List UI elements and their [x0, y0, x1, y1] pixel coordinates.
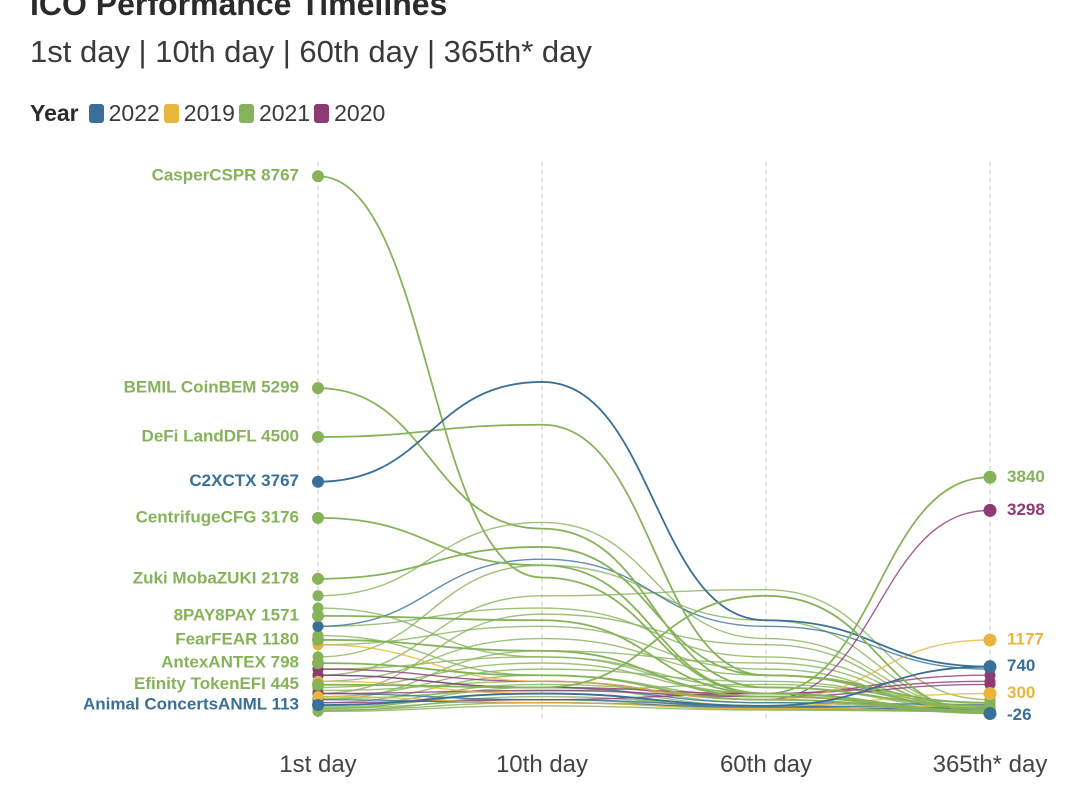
left-label-5: Zuki MobaZUKI 2178: [133, 568, 299, 587]
series-line-bg-23: [317, 558, 991, 670]
left-label-2: DeFi LandDFL 4500: [142, 426, 299, 445]
right-point-3: [983, 660, 997, 674]
legend-swatch-2020: [314, 103, 330, 123]
x-tick-label-3: 365th* day: [933, 751, 1048, 778]
right-label-0: 3840: [1007, 467, 1045, 486]
left-point-4: [312, 511, 324, 524]
right-label-5: -26: [1007, 705, 1032, 724]
legend-label-2021: 2021: [258, 99, 311, 126]
series-line-2: [317, 423, 991, 704]
highlighted-series: [317, 175, 991, 715]
legend-label-2019: 2019: [183, 99, 235, 126]
left-label-9: Efinity TokenEFI 445: [134, 674, 299, 693]
series-line-6: [317, 615, 991, 712]
x-tick-label-2: 60th day: [720, 751, 812, 778]
legend-label-2022: 2022: [108, 99, 160, 126]
series-line-1: [317, 387, 991, 707]
chart-title: ICO Performance Timelines: [30, 0, 448, 22]
left-label-0: CasperCSPR 8767: [152, 166, 299, 185]
left-point-5: [312, 572, 324, 585]
right-label-3: 740: [1007, 656, 1035, 675]
left-label-8: AntexANTEX 798: [161, 653, 299, 672]
left-label-4: CentrifugeCFG 3176: [136, 507, 299, 526]
left-point-1: [312, 382, 324, 395]
point-0-0: [312, 590, 324, 602]
legend-swatch-2021: [238, 103, 254, 123]
series-line-8: [317, 662, 991, 713]
right-point-5: [983, 706, 997, 720]
x-axis: 1st day 10th day 60th day 365th* day: [279, 751, 1047, 778]
left-label-6: 8PAY8PAY 1571: [174, 605, 299, 624]
series-line-7: [317, 638, 991, 713]
right-point-2: [983, 633, 997, 647]
series-line-bg-6: [317, 637, 991, 707]
series-line-3: [317, 381, 991, 668]
left-label-10: Animal ConcertsANML 113: [83, 694, 299, 713]
legend-label-2020: 2020: [334, 99, 386, 126]
left-point-2: [312, 430, 324, 443]
legend-swatch-2022: [88, 103, 104, 123]
series-line-10: [317, 665, 991, 707]
right-labels: 3840 3298 1177 740 300 -26: [1007, 467, 1045, 724]
legend-swatch-2019: [163, 103, 179, 123]
point-33-0: [312, 691, 324, 703]
x-tick-label-1: 10th day: [496, 751, 588, 778]
legend-item-2019[interactable]: 2019: [163, 99, 235, 127]
left-label-3: C2XCTX 3767: [189, 471, 299, 490]
left-point-0: [312, 170, 324, 183]
series-line-bg-31: [317, 639, 991, 701]
legend-title: Year: [30, 99, 79, 126]
chart-subtitle: 1st day | 10th day | 60th day | 365th* d…: [30, 34, 592, 69]
legend-item-2021[interactable]: 2021: [238, 99, 311, 127]
x-tick-label-0: 1st day: [279, 751, 356, 778]
series-line-bg-0: [317, 521, 991, 710]
series-line-5: [317, 546, 991, 710]
right-label-2: 1177: [1007, 629, 1044, 648]
right-label-4: 300: [1007, 683, 1035, 702]
right-label-1: 3298: [1007, 500, 1045, 519]
left-label-1: BEMIL CoinBEM 5299: [124, 378, 299, 397]
left-labels: CasperCSPR 8767 BEMIL CoinBEM 5299 DeFi La…: [83, 166, 299, 714]
left-point-10: [312, 698, 324, 711]
right-point-1: [983, 503, 997, 517]
left-label-7: FearFEAR 1180: [175, 629, 299, 648]
series-line-bg-29: [317, 683, 991, 698]
left-point-8: [312, 657, 324, 670]
left-point-3: [312, 475, 324, 488]
series-line-9: [317, 594, 991, 715]
series-points: [312, 170, 997, 720]
left-point-9: [312, 678, 324, 691]
right-point-0: [983, 470, 997, 484]
right-point-4: [983, 687, 997, 701]
point-30-3: [984, 675, 996, 687]
series-line-bg-27: [317, 509, 991, 701]
left-point-7: [312, 633, 324, 646]
legend: Year 2022 2019 2021 2020: [30, 98, 389, 128]
legend-item-2020[interactable]: 2020: [314, 100, 385, 127]
point-23-0: [312, 620, 324, 632]
series-line-bg-30: [317, 680, 991, 704]
series-line-4: [317, 476, 991, 695]
left-point-6: [312, 609, 324, 622]
series-line-bg-19: [317, 705, 991, 713]
legend-item-2022[interactable]: 2022: [88, 99, 160, 127]
